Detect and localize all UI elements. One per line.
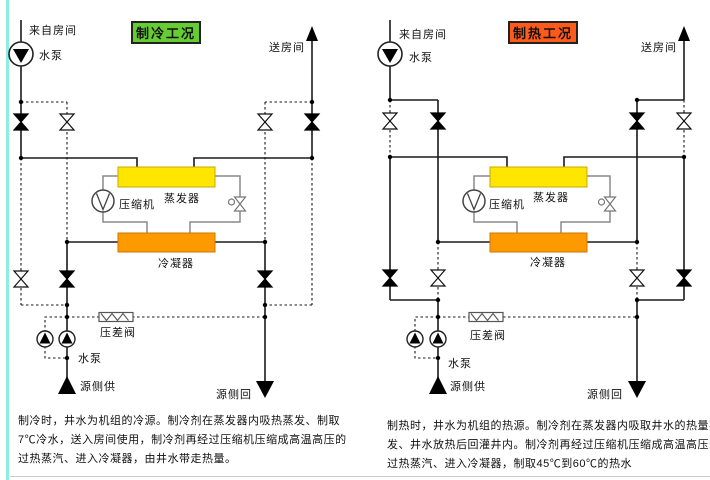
flow-arrow-up [306,26,318,41]
evaporator-box [117,166,216,188]
valve-solid-icon [382,269,398,287]
evaporator-label: 蒸发器 [164,193,200,205]
to-room-label: 送房间 [641,42,677,54]
condenser-label: 冷凝器 [530,257,566,269]
compressor-label: 压缩机 [119,199,155,211]
pump-bottom-label: 水泵 [448,358,472,370]
pump-top-label: 水泵 [409,52,433,64]
compressor-icon [462,189,486,213]
cooling-description: 制冷时，井水为机组的冷源。制冷剂在蒸发器内吸热蒸发、制取 7℃冷水，送入房间使用… [18,412,347,469]
expansion-valve-icon [597,196,617,212]
pump-icon [58,330,76,348]
source-return-label: 源侧回 [216,389,252,401]
heating-mode-badge: 制热工况 [508,21,578,44]
valve-open-icon [676,112,692,130]
pump-icon [377,41,403,67]
valve-solid-icon [257,270,273,288]
heating-diagram [377,20,692,398]
pump-bottom-label: 水泵 [78,353,102,365]
to-room-label: 送房间 [269,42,305,54]
valve-solid-icon [629,112,645,130]
junction-dots [387,97,687,361]
condenser-box [489,232,588,253]
flow-arrow-down [256,381,274,398]
valve-solid-icon [13,113,29,131]
flow-arrow-up [429,376,447,394]
compressor-label: 压缩机 [489,199,525,211]
source-supply-label: 源侧供 [450,381,486,393]
evaporator-label: 蒸发器 [533,192,569,204]
pump-icon [8,41,34,67]
valve-solid-icon [59,270,75,288]
heating-inactive-pipes [389,100,685,359]
source-supply-label: 源侧供 [80,381,116,393]
description-line: 制热时，井水为机组的热源。制冷剂在蒸发器内吸取井水的热量蒸 [387,420,710,432]
description-line: 7℃冷水，送入房间使用，制冷剂再经过压缩机压缩成高温高压的 [18,434,347,446]
valve-open-icon [59,113,75,131]
condenser-label: 冷凝器 [158,258,194,270]
valve-open-icon [629,269,645,287]
diff-valve-label: 压差阀 [470,330,506,342]
compressor-icon [91,189,115,213]
expansion-valve-icon [227,196,247,212]
valve-solid-icon [304,113,320,131]
diff-pressure-valve-icon [468,311,504,323]
heating-refrigerant-pipes [473,175,611,233]
condenser-box [117,232,216,253]
diff-valve-label: 压差阀 [100,327,136,339]
pump-icon [36,330,54,348]
from-room-label: 来自房间 [399,29,447,41]
valve-open-icon [257,113,273,131]
heating-description: 制热时，井水为机组的热源。制冷剂在蒸发器内吸取井水的热量蒸 发、井水放热后回灌井… [387,417,710,474]
page-bottom-border [10,476,710,477]
valve-open-icon [13,270,29,288]
diff-pressure-valve-icon [98,311,134,323]
pump-icon [406,330,424,348]
cooling-mode-badge: 制冷工况 [131,21,201,44]
pump-icon [429,330,447,348]
flow-arrow-up [678,26,690,41]
cooling-diagram [8,20,320,398]
valve-open-icon [382,112,398,130]
cooling-inactive-pipes [20,101,313,359]
pump-top-label: 水泵 [39,50,63,62]
description-line: 过热蒸汽、进入冷凝器，由井水带走热量。 [18,453,237,465]
description-line: 发、井水放热后回灌井内。制冷剂再经过压缩机压缩成高温高压的 [387,439,710,451]
from-room-label: 来自房间 [29,25,77,37]
page-edge-stripe [6,0,9,480]
flow-arrow-down [628,381,646,398]
flow-arrow-up [58,376,76,394]
description-line: 制冷时，井水为机组的冷源。制冷剂在蒸发器内吸热蒸发、制取 [18,415,340,427]
source-return-label: 源侧回 [587,389,623,401]
valve-solid-icon [430,112,446,130]
valve-open-icon [430,269,446,287]
valve-solid-icon [676,269,692,287]
junction-dots [18,99,315,361]
cooling-refrigerant-pipes [102,175,241,233]
description-line: 过热蒸汽、进入冷凝器，制取45℃到60℃的热水 [387,458,632,470]
evaporator-box [489,166,588,188]
